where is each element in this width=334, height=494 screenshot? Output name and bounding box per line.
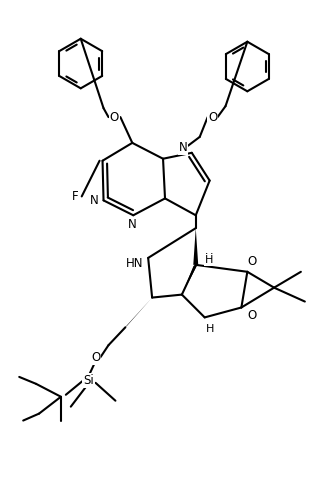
Polygon shape <box>182 264 198 294</box>
Text: N: N <box>90 194 99 207</box>
Text: Si: Si <box>83 374 94 387</box>
Text: H: H <box>204 253 213 263</box>
Text: O: O <box>247 309 257 322</box>
Text: F: F <box>71 190 78 203</box>
Text: H: H <box>204 255 213 265</box>
Text: O: O <box>247 255 257 268</box>
Text: O: O <box>91 351 100 364</box>
Text: N: N <box>128 218 137 231</box>
Text: O: O <box>208 111 217 124</box>
Text: HN: HN <box>126 257 143 270</box>
Polygon shape <box>193 228 198 265</box>
Text: N: N <box>178 141 187 154</box>
Text: H: H <box>205 324 214 334</box>
Text: O: O <box>110 111 119 124</box>
Polygon shape <box>124 297 152 329</box>
